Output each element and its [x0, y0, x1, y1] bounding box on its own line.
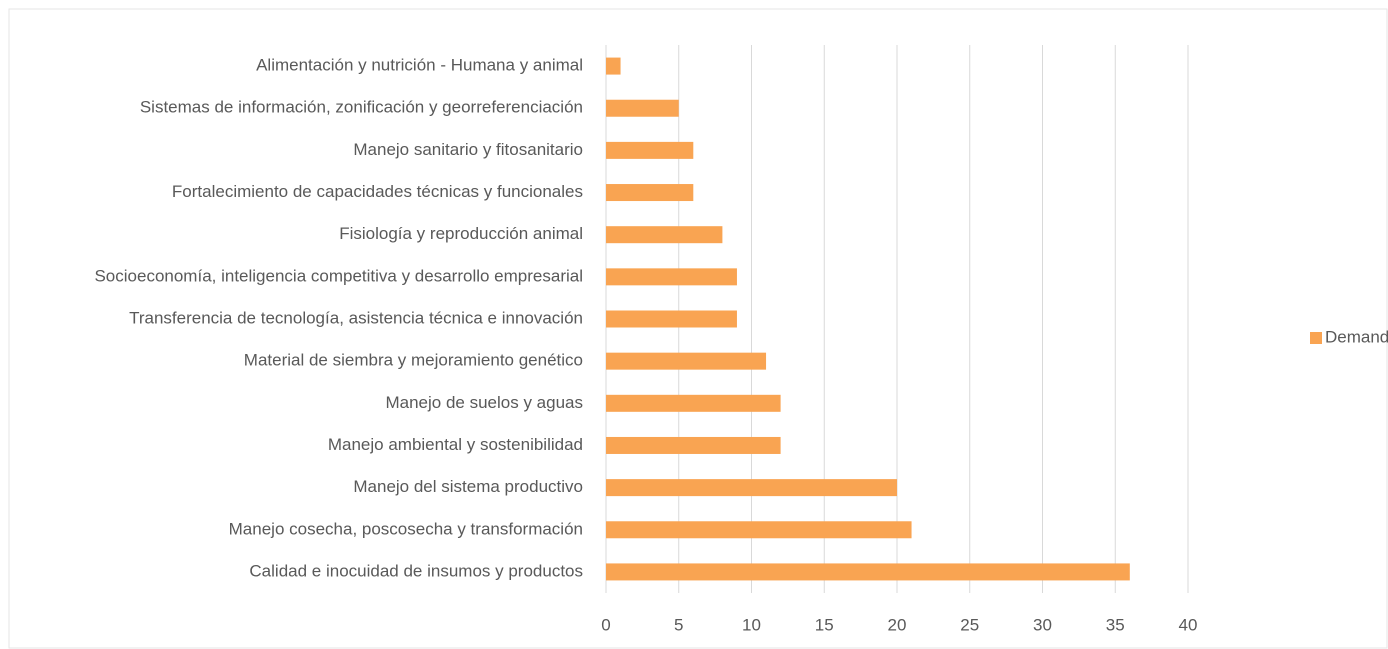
y-tick-label: Socioeconomía, inteligencia competitiva …: [94, 266, 583, 285]
y-tick-label: Transferencia de tecnología, asistencia …: [129, 308, 583, 327]
x-tick-label: 35: [1106, 615, 1125, 634]
y-tick-label: Manejo ambiental y sostenibilidad: [328, 435, 583, 454]
chart-frame: [8, 8, 1388, 649]
x-tick-label: 20: [888, 615, 907, 634]
y-tick-label: Alimentación y nutrición - Humana y anim…: [256, 56, 583, 75]
bar: [606, 521, 912, 539]
y-tick-label: Manejo cosecha, poscosecha y transformac…: [229, 519, 583, 538]
bar: [606, 310, 737, 328]
bar: [606, 268, 737, 286]
x-tick-label: 30: [1033, 615, 1052, 634]
x-tick-label: 5: [674, 615, 683, 634]
x-tick-label: 15: [815, 615, 834, 634]
bar: [606, 57, 621, 75]
bar: [606, 226, 723, 244]
y-tick-label: Fisiología y reproducción animal: [339, 224, 583, 243]
legend-label: Demandas: [1325, 327, 1388, 346]
bar: [606, 479, 897, 497]
bar: [606, 394, 781, 412]
y-tick-label: Manejo del sistema productivo: [353, 477, 583, 496]
y-tick-label: Sistemas de información, zonificación y …: [140, 98, 583, 117]
y-tick-label: Manejo de suelos y aguas: [385, 393, 583, 412]
legend-swatch: [1310, 332, 1322, 344]
x-tick-label: 10: [742, 615, 761, 634]
y-tick-label: Manejo sanitario y fitosanitario: [353, 140, 583, 159]
y-tick-label: Fortalecimiento de capacidades técnicas …: [172, 182, 583, 201]
y-tick-label: Calidad e inocuidad de insumos y product…: [249, 561, 583, 580]
bar: [606, 352, 767, 370]
y-tick-label: Material de siembra y mejoramiento genét…: [244, 351, 583, 370]
x-tick-label: 0: [601, 615, 610, 634]
bar: [606, 563, 1130, 581]
bar: [606, 184, 694, 202]
x-tick-label: 25: [960, 615, 979, 634]
x-tick-label: 40: [1179, 615, 1198, 634]
bar: [606, 436, 781, 454]
bar: [606, 141, 694, 159]
bar: [606, 99, 679, 117]
